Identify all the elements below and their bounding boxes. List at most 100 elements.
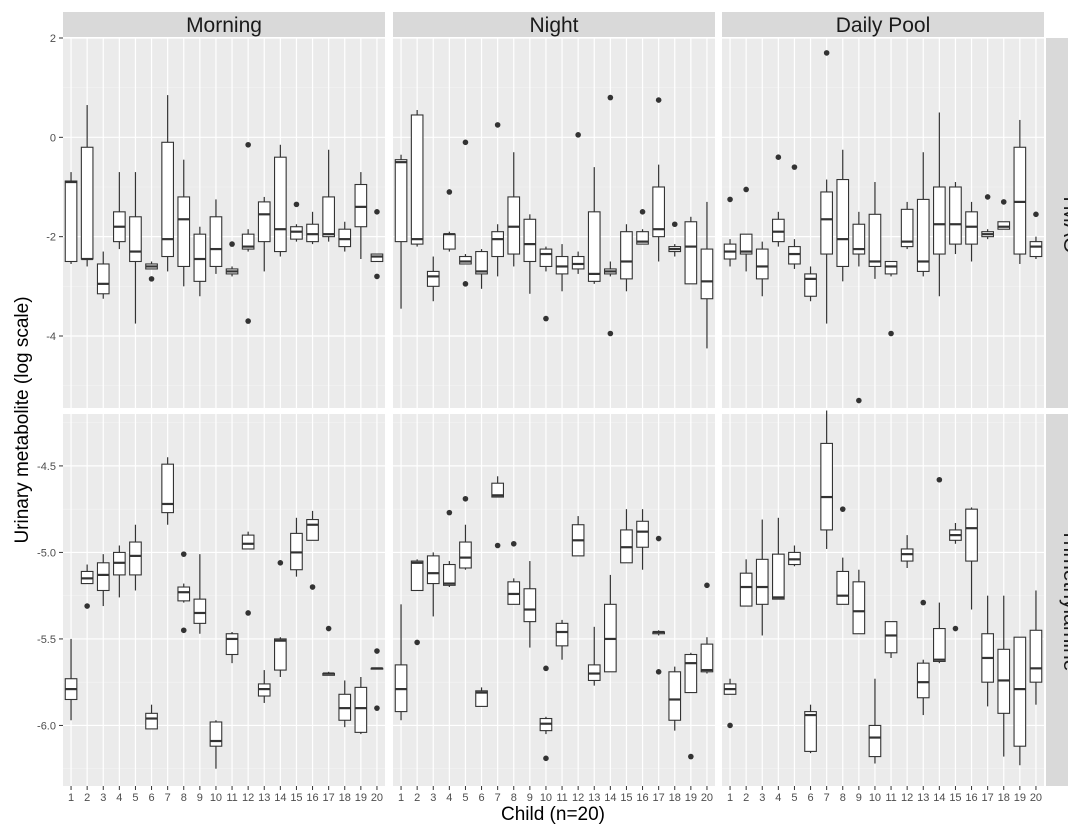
- box-child-7: [491, 122, 504, 277]
- x-tick-label: 5: [132, 792, 138, 804]
- box-child-19: [354, 172, 368, 260]
- outlier-point: [671, 221, 678, 228]
- outlier-point: [245, 318, 251, 324]
- box-child-7: [820, 410, 833, 549]
- box-child-8: [836, 506, 850, 605]
- box-child-18: [997, 199, 1011, 230]
- iqr-box: [523, 218, 537, 263]
- iqr-box: [836, 178, 850, 268]
- outlier-point: [494, 122, 501, 128]
- box-child-3: [96, 251, 110, 299]
- x-tick-label: 3: [430, 792, 436, 804]
- box-child-17: [652, 97, 665, 262]
- box-child-14: [274, 144, 287, 257]
- iqr-box: [555, 622, 569, 647]
- box-child-1: [723, 196, 737, 267]
- strips-layer: Morning Night Daily Pool TMAO Trimethylamine: [63, 12, 1068, 786]
- x-tick-label: 5: [462, 792, 468, 804]
- box-child-6: [145, 704, 158, 730]
- box-child-15: [290, 201, 303, 242]
- y-axis-title: Urinary metabolite (log scale): [12, 296, 33, 543]
- panel-background: [63, 414, 385, 786]
- y-tick-label: 0: [50, 132, 56, 144]
- box-child-17: [981, 194, 994, 240]
- iqr-box: [555, 255, 569, 275]
- x-tick-label: 20: [701, 792, 713, 804]
- box-child-11: [555, 244, 569, 292]
- y-tick-label: -5.0: [37, 547, 56, 559]
- box-child-1: [723, 678, 737, 729]
- iqr-box: [459, 255, 472, 265]
- panel-background: [722, 38, 1044, 408]
- box-child-20: [700, 201, 714, 349]
- iqr-box: [177, 586, 191, 602]
- outlier-point: [494, 542, 501, 549]
- iqr-box: [852, 223, 866, 255]
- outlier-point: [575, 132, 581, 138]
- iqr-box: [636, 231, 649, 245]
- x-tick-label: 13: [588, 792, 600, 804]
- iqr-box: [539, 248, 553, 268]
- box-child-7: [161, 95, 174, 272]
- x-tick-label: 18: [669, 792, 681, 804]
- iqr-box: [620, 231, 633, 280]
- box-child-2: [80, 564, 94, 609]
- iqr-box: [394, 159, 408, 243]
- outlier-point: [639, 209, 646, 215]
- box-child-9: [523, 561, 537, 648]
- box-child-1: [394, 154, 408, 309]
- box-child-19: [354, 676, 368, 735]
- box-child-16: [306, 510, 319, 590]
- x-tick-label: 12: [572, 792, 584, 804]
- iqr-box: [426, 555, 440, 585]
- iqr-box: [772, 553, 785, 600]
- outlier-point: [245, 610, 251, 616]
- outlier-point: [180, 627, 187, 634]
- iqr-box: [997, 221, 1011, 230]
- box-child-6: [804, 266, 817, 302]
- outlier-point: [888, 330, 894, 337]
- x-tick-label: 5: [791, 792, 797, 804]
- iqr-box: [241, 233, 255, 250]
- iqr-box: [949, 186, 962, 245]
- row-strip-label: TMAO: [1059, 193, 1068, 254]
- box-child-20: [1029, 211, 1043, 260]
- x-tick-label: 20: [371, 792, 383, 804]
- box-child-5: [129, 172, 142, 324]
- iqr-box: [916, 198, 930, 272]
- iqr-box: [274, 156, 287, 253]
- iqr-box: [459, 541, 472, 569]
- x-tick-label: 7: [165, 792, 171, 804]
- outlier-point: [727, 722, 733, 729]
- box-child-5: [788, 164, 801, 269]
- outlier-point: [743, 186, 749, 193]
- outlier-point: [688, 753, 694, 760]
- iqr-box: [804, 711, 817, 752]
- box-child-1: [64, 172, 78, 264]
- box-child-17: [322, 149, 335, 242]
- box-child-5: [459, 495, 472, 570]
- x-tick-label: 3: [100, 792, 106, 804]
- box-child-16: [965, 201, 978, 262]
- box-child-2: [739, 186, 753, 272]
- box-child-3: [426, 256, 440, 302]
- iqr-box: [410, 114, 424, 245]
- column-strip-label: Morning: [186, 14, 262, 37]
- y-axis-trimethylamine: -4.5 -5.0 -5.5 -6.0: [37, 461, 63, 732]
- box-child-8: [836, 149, 850, 282]
- x-tick-label: 10: [210, 792, 222, 804]
- iqr-box: [410, 560, 424, 592]
- column-strip-label: Daily Pool: [836, 14, 931, 37]
- x-tick-label: 9: [527, 792, 533, 804]
- iqr-box: [739, 572, 753, 607]
- outlier-point: [655, 97, 662, 103]
- x-tick-label: 15: [290, 792, 302, 804]
- iqr-box: [684, 653, 698, 694]
- box-child-7: [491, 476, 504, 549]
- box-child-13: [916, 152, 930, 277]
- panel-trimethylamine-daily-pool: [722, 414, 1044, 786]
- box-child-14: [604, 574, 617, 673]
- x-tick-label: 14: [604, 792, 616, 804]
- iqr-box: [1013, 636, 1027, 747]
- box-child-8: [507, 152, 521, 267]
